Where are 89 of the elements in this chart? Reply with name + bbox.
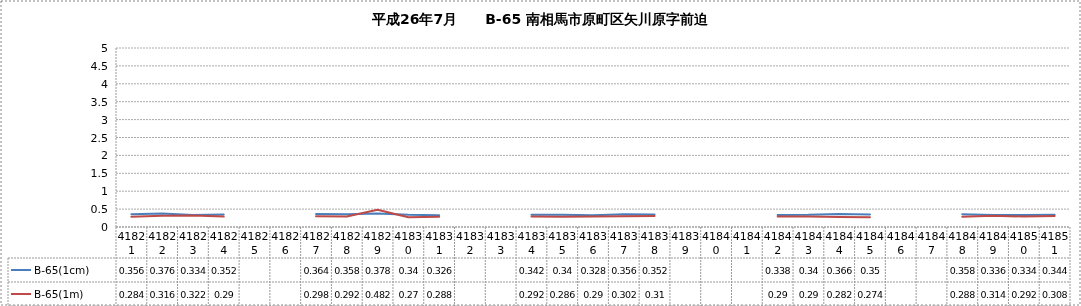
x-tick-label: 41846: [886, 230, 915, 257]
x-tick-label: 41821: [117, 230, 146, 257]
data-label: 0.326: [426, 265, 453, 276]
x-tick-label: 41830: [394, 230, 423, 257]
x-tick-label: 41838: [640, 230, 669, 257]
x-tick-label: 41832: [455, 230, 484, 257]
x-tick-label: 41828: [332, 230, 361, 257]
y-tick-label: 1.5: [90, 167, 108, 181]
data-label: 0.344: [1042, 265, 1068, 276]
x-tick-label: 41850: [1009, 230, 1038, 257]
data-label: 0.282: [826, 289, 853, 300]
data-label: 0.292: [1011, 289, 1037, 300]
data-label: 0.288: [426, 289, 453, 300]
legend-label: B-65(1cm): [34, 264, 90, 276]
data-label: 0.334: [1011, 265, 1037, 276]
data-label: 0.314: [980, 289, 1007, 300]
data-label: 0.35: [860, 265, 881, 276]
data-label: 0.316: [149, 289, 176, 300]
data-label: 0.322: [180, 289, 206, 300]
x-tick-label: 41843: [794, 230, 823, 257]
data-label: 0.328: [580, 265, 606, 276]
x-tick-label: 41833: [486, 230, 515, 257]
data-label: 0.31: [644, 289, 665, 300]
data-label: 0.342: [518, 265, 545, 276]
y-tick-label: 4: [101, 77, 108, 91]
x-tick-label: 41842: [763, 230, 792, 257]
y-tick-label: 3: [101, 113, 108, 127]
data-label: 0.356: [611, 265, 637, 276]
data-label: 0.376: [149, 265, 176, 276]
y-tick-label: 3.5: [90, 95, 108, 109]
data-label: 0.284: [118, 289, 145, 300]
x-tick-label: 41822: [148, 230, 177, 257]
data-label: 0.274: [857, 289, 883, 300]
y-tick-label: 0: [101, 221, 108, 234]
chart-title: 平成26年7月 B-65 南相馬市原町区矢川原字前迫: [370, 11, 710, 27]
data-label: 0.288: [949, 289, 976, 300]
x-tick-label: 41848: [948, 230, 977, 257]
data-label: 0.352: [211, 265, 237, 276]
x-tick-label: 41847: [917, 230, 946, 257]
data-label: 0.352: [641, 265, 668, 276]
data-label: 0.356: [118, 265, 145, 276]
x-tick-label: 41824: [209, 230, 238, 257]
data-label: 0.302: [611, 289, 637, 300]
data-label: 0.358: [949, 265, 976, 276]
x-tick-label: 41839: [671, 230, 700, 257]
x-tick-label: 41834: [517, 230, 546, 257]
data-label: 0.29: [583, 289, 604, 300]
data-label: 0.34: [798, 265, 819, 276]
x-tick-label: 41849: [979, 230, 1008, 257]
data-label: 0.482: [364, 289, 391, 300]
y-tick-label: 5: [101, 42, 108, 55]
x-tick-label: 41844: [825, 230, 854, 257]
x-tick-label: 41840: [702, 230, 731, 257]
data-label: 0.29: [767, 289, 788, 300]
x-tick-label: 41831: [425, 230, 454, 257]
data-label: 0.298: [303, 289, 329, 300]
data-label: 0.336: [980, 265, 1007, 276]
x-tick-label: 41851: [1040, 230, 1069, 257]
x-tick-label: 41826: [271, 230, 300, 257]
y-tick-label: 0.5: [90, 203, 108, 217]
data-label: 0.366: [826, 265, 853, 276]
y-tick-label: 2.5: [90, 131, 108, 145]
x-tick-label: 41827: [302, 230, 331, 257]
x-tick-label: 41836: [579, 230, 607, 257]
x-tick-label: 41825: [240, 230, 269, 257]
x-tick-label: 41845: [855, 230, 884, 257]
data-label: 0.364: [303, 265, 329, 276]
data-label: 0.358: [334, 265, 360, 276]
data-label: 0.378: [364, 265, 391, 276]
x-tick-label: 41829: [363, 230, 392, 257]
data-label: 0.308: [1042, 289, 1068, 300]
data-label: 0.34: [552, 265, 573, 276]
data-label: 0.29: [213, 289, 234, 300]
x-tick-label: 41835: [548, 230, 577, 257]
data-label: 0.29: [798, 289, 819, 300]
y-tick-label: 4.5: [90, 59, 108, 73]
x-tick-label: 41823: [178, 230, 207, 257]
data-label: 0.292: [334, 289, 360, 300]
data-label: 0.34: [398, 265, 419, 276]
data-label: 0.338: [765, 265, 791, 276]
x-tick-label: 41837: [609, 230, 638, 257]
y-tick-label: 1: [101, 185, 108, 199]
y-tick-label: 2: [101, 149, 108, 163]
legend-label: B-65(1m): [34, 288, 84, 300]
data-label: 0.286: [549, 289, 576, 300]
data-label: 0.292: [518, 289, 545, 300]
data-label: 0.334: [180, 265, 206, 276]
data-label: 0.27: [398, 289, 419, 300]
x-tick-label: 41841: [732, 230, 761, 257]
